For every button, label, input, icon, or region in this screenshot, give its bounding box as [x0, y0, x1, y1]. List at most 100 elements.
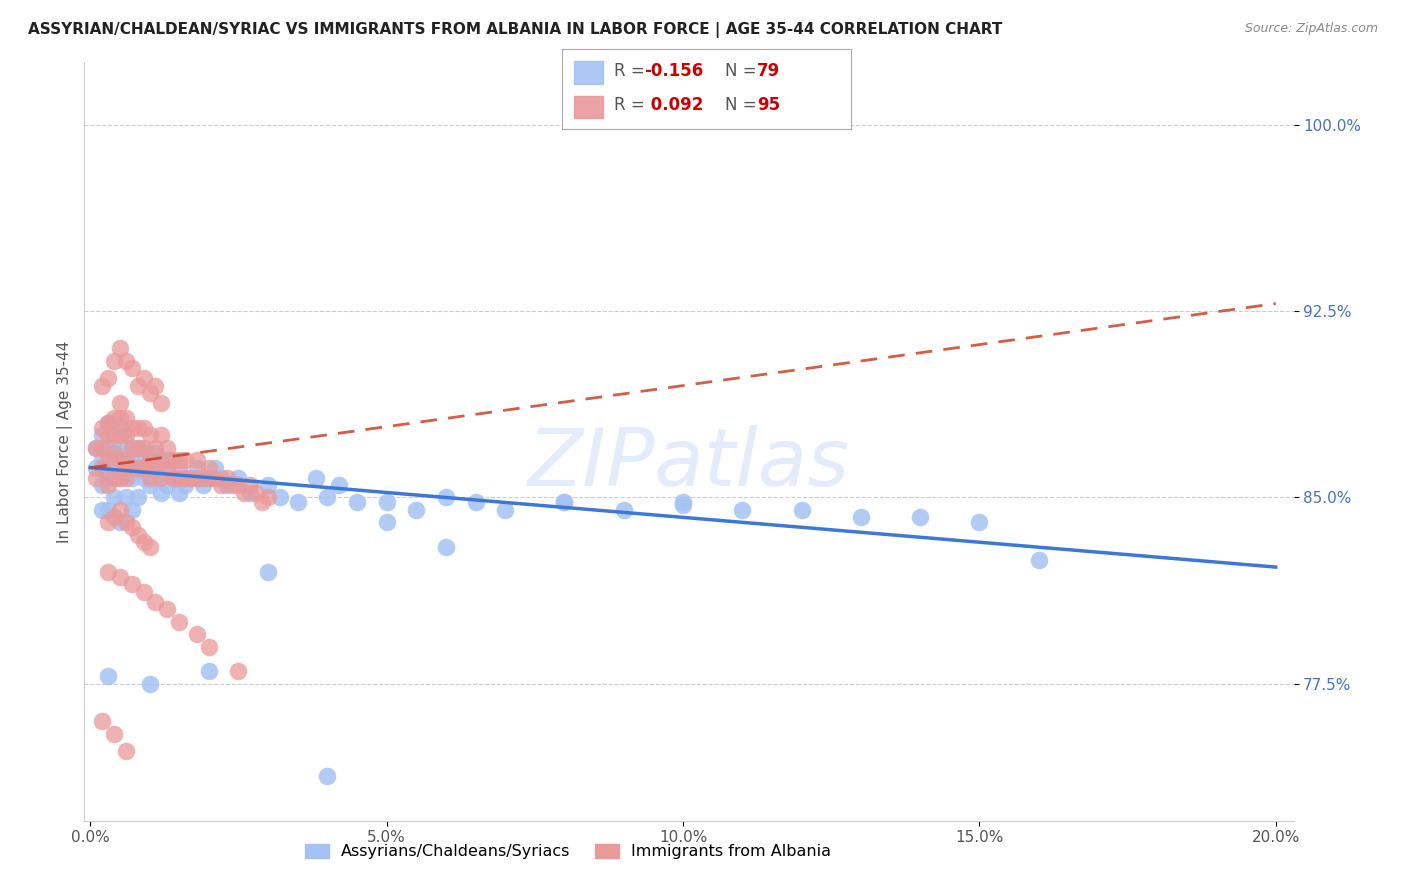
Point: [115, 435, 138, 450]
Y-axis label: In Labor Force | Age 35-44: In Labor Force | Age 35-44: [58, 341, 73, 542]
Point: [156, 478, 179, 492]
Point: [138, 677, 160, 691]
Point: [156, 460, 179, 475]
Point: [97, 478, 120, 492]
Point: [132, 421, 155, 435]
Point: [91, 428, 114, 442]
Point: [405, 503, 427, 517]
Point: [228, 478, 250, 492]
Point: [108, 396, 131, 410]
Point: [132, 535, 155, 549]
Point: [108, 411, 131, 425]
Point: [209, 470, 232, 484]
Point: [239, 478, 262, 492]
Point: [239, 485, 262, 500]
Point: [108, 446, 131, 460]
Point: [108, 428, 131, 442]
Point: [162, 453, 184, 467]
Point: [245, 485, 267, 500]
Point: [180, 470, 202, 484]
Point: [167, 453, 190, 467]
Point: [121, 470, 143, 484]
Point: [132, 446, 155, 460]
Point: [790, 503, 813, 517]
Point: [103, 470, 125, 484]
Point: [103, 491, 125, 505]
Point: [121, 361, 143, 376]
Point: [121, 421, 143, 435]
Point: [97, 453, 120, 467]
Point: [115, 744, 138, 758]
Point: [84, 460, 107, 475]
Point: [108, 421, 131, 435]
Text: R =: R =: [614, 96, 651, 114]
Point: [180, 470, 202, 484]
Point: [121, 577, 143, 591]
Point: [108, 503, 131, 517]
Point: [97, 503, 120, 517]
Point: [91, 503, 114, 517]
Point: [150, 470, 173, 484]
Point: [127, 421, 149, 435]
Point: [150, 428, 173, 442]
Point: [115, 470, 138, 484]
Point: [174, 470, 197, 484]
Point: [167, 470, 190, 484]
FancyBboxPatch shape: [574, 95, 603, 118]
Point: [84, 470, 107, 484]
Point: [162, 470, 184, 484]
Point: [121, 520, 143, 534]
Point: [108, 470, 131, 484]
Point: [156, 602, 179, 616]
Point: [287, 495, 309, 509]
Point: [250, 495, 273, 509]
Point: [127, 441, 149, 455]
Point: [103, 726, 125, 740]
Point: [97, 565, 120, 579]
Point: [849, 510, 872, 524]
Point: [138, 453, 160, 467]
Point: [84, 441, 107, 455]
Point: [91, 453, 114, 467]
Point: [91, 478, 114, 492]
Point: [145, 460, 167, 475]
Legend: Assyrians/Chaldeans/Syriacs, Immigrants from Albania: Assyrians/Chaldeans/Syriacs, Immigrants …: [298, 838, 838, 866]
Point: [97, 441, 120, 455]
Point: [127, 460, 149, 475]
Point: [269, 491, 291, 505]
Point: [132, 441, 155, 455]
Text: -0.156: -0.156: [644, 62, 704, 79]
FancyBboxPatch shape: [574, 62, 603, 84]
Point: [121, 446, 143, 460]
Point: [138, 540, 160, 554]
Point: [91, 460, 114, 475]
Text: ZIPatlas: ZIPatlas: [527, 425, 851, 503]
Point: [174, 478, 197, 492]
Text: Source: ZipAtlas.com: Source: ZipAtlas.com: [1244, 22, 1378, 36]
Point: [121, 441, 143, 455]
Point: [167, 485, 190, 500]
Point: [115, 491, 138, 505]
Point: [138, 470, 160, 484]
Point: [115, 460, 138, 475]
Point: [198, 640, 221, 654]
Point: [257, 491, 280, 505]
Point: [198, 665, 221, 679]
Text: N =: N =: [725, 96, 762, 114]
Point: [150, 460, 173, 475]
Text: 79: 79: [756, 62, 780, 79]
Point: [97, 470, 120, 484]
Point: [97, 416, 120, 430]
Point: [132, 585, 155, 599]
Text: 0.092: 0.092: [644, 96, 703, 114]
Point: [553, 495, 575, 509]
Text: ASSYRIAN/CHALDEAN/SYRIAC VS IMMIGRANTS FROM ALBANIA IN LABOR FORCE | AGE 35-44 C: ASSYRIAN/CHALDEAN/SYRIAC VS IMMIGRANTS F…: [28, 22, 1002, 38]
Point: [215, 478, 238, 492]
Point: [91, 421, 114, 435]
Point: [215, 470, 238, 484]
Point: [138, 386, 160, 401]
Point: [132, 371, 155, 385]
Point: [167, 615, 190, 629]
Point: [145, 470, 167, 484]
Point: [108, 470, 131, 484]
